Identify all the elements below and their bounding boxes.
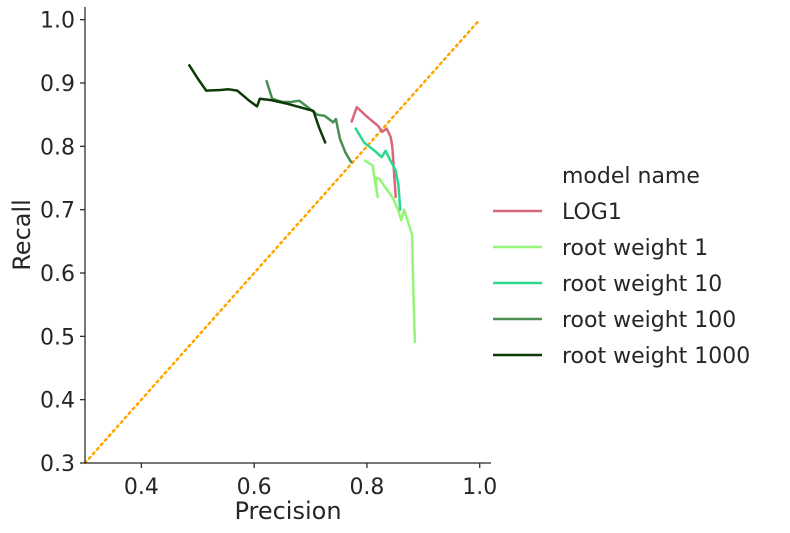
legend: model name LOG1 root weight 1 root weight … [493,164,750,369]
legend-label: root weight 100 [562,308,736,333]
y-tick-label: 0.4 [40,389,75,414]
x-ticks: 0.4 0.6 0.8 1.0 [124,463,497,500]
y-axis-title: Recall [8,199,36,271]
legend-title: model name [562,164,700,189]
y-tick-label: 0.6 [40,262,75,287]
y-tick-label: 0.3 [40,452,75,477]
x-tick-label: 0.6 [237,475,272,500]
x-tick-label: 0.8 [349,475,384,500]
x-tick-label: 1.0 [462,475,497,500]
y-ticks: 0.3 0.4 0.5 0.6 0.7 0.8 0.9 1.0 [40,9,85,477]
series-line-3 [354,127,402,211]
series-line-2 [364,159,417,344]
x-axis-title: Precision [234,497,341,525]
y-tick-label: 0.8 [40,135,75,160]
legend-entries: LOG1 root weight 1 root weight 10 root weig… [493,200,750,369]
legend-label: root weight 1000 [562,344,750,369]
y-tick-label: 1.0 [40,9,75,34]
diagonal-reference-line [83,18,481,465]
legend-label: root weight 1 [562,236,708,261]
legend-label: root weight 10 [562,272,722,297]
x-tick-label: 0.4 [124,475,159,500]
y-tick-label: 0.7 [40,199,75,224]
legend-label: LOG1 [562,200,622,225]
y-tick-label: 0.9 [40,72,75,97]
y-tick-label: 0.5 [40,325,75,350]
series-line-1 [350,105,397,199]
axes: 0.4 0.6 0.8 1.0 0.3 0.4 0.5 0.6 0.7 0.8 0.9 1.0 Pr… [8,7,497,525]
series-line-4 [265,79,353,164]
series-line-5 [188,64,327,144]
plot-area [83,18,481,465]
